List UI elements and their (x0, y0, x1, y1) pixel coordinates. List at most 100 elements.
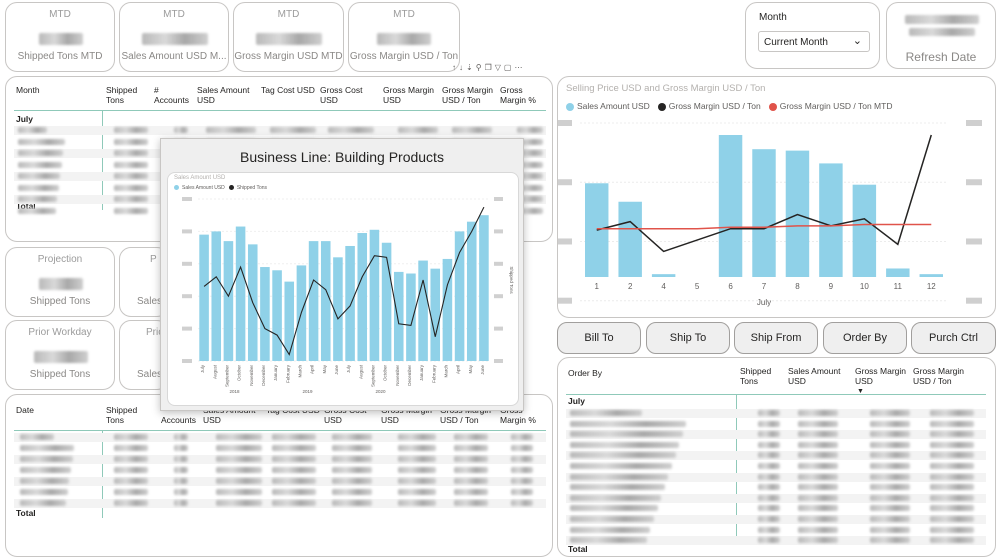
cell-value (114, 196, 148, 202)
ship-to-button[interactable]: Ship To (646, 322, 730, 354)
cell-value (517, 196, 543, 202)
y-axis-tick-label (182, 326, 192, 331)
col-header-order-by[interactable]: Order By (568, 368, 603, 378)
legend-label: Shipped Tons (236, 185, 268, 191)
col-header-sales-amount[interactable]: Sales Amount USD (197, 85, 250, 105)
row-label[interactable] (18, 184, 59, 191)
legend-item-sales[interactable]: Sales Amount USD (566, 101, 650, 111)
col-header-shipped-tons[interactable]: Shipped Tons (740, 366, 772, 386)
legend-item-gm-ton[interactable]: Gross Margin USD / Ton (657, 101, 761, 111)
more-options-icon[interactable]: ⋯ (514, 63, 526, 72)
cell-value (454, 478, 488, 484)
row-label[interactable] (18, 207, 56, 214)
focus-mode-icon[interactable]: ▢ (503, 63, 515, 72)
x-tick-label: January (419, 364, 424, 381)
expand-icon[interactable]: ⇣ (466, 63, 476, 72)
sort-descending-icon[interactable]: ▼ (857, 388, 864, 395)
cell-value (511, 478, 533, 484)
col-header-gross-margin[interactable]: Gross Margin USD (855, 366, 907, 386)
col-header-month[interactable]: Month (16, 85, 40, 95)
row-label[interactable] (570, 494, 662, 501)
col-header-shipped-tons[interactable]: Shipped Tons (106, 405, 138, 425)
col-header-gm-percent[interactable]: Gross Margin % (500, 85, 536, 105)
legend-item-gm-ton-mtd[interactable]: Gross Margin USD / Ton MTD (768, 101, 893, 111)
bar-sales (466, 221, 477, 361)
col-header-shipped-tons[interactable]: Shipped Tons (106, 85, 138, 105)
row-label[interactable] (18, 127, 47, 133)
ship-from-button[interactable]: Ship From (734, 322, 818, 354)
cell-value (398, 489, 436, 495)
cell-value (272, 445, 316, 451)
cell-value (517, 161, 543, 168)
col-header-accounts[interactable]: Accounts (161, 415, 196, 425)
row-label[interactable] (18, 173, 61, 179)
col-header-gm-per-ton[interactable]: Gross Margin USD / Ton (913, 366, 965, 386)
cell-value (398, 456, 436, 462)
cell-value (758, 473, 780, 480)
cell-value (798, 537, 838, 544)
col-header-gm-per-ton[interactable]: Gross Margin USD / Ton (442, 85, 494, 105)
row-label[interactable] (18, 150, 64, 156)
row-label[interactable] (570, 452, 676, 459)
drill-down-icon[interactable]: ↓ (459, 63, 466, 72)
row-label[interactable] (570, 420, 687, 427)
bill-to-button[interactable]: Bill To (557, 322, 641, 354)
cell-value (174, 127, 188, 133)
cell-value (454, 500, 488, 506)
row-label[interactable] (570, 473, 669, 480)
bar-sales-9 (819, 163, 843, 277)
row-label[interactable] (20, 456, 73, 462)
order-by-button[interactable]: Order By (823, 322, 907, 354)
x-tick-label-5: 5 (695, 282, 700, 291)
legend-swatch-sales (174, 185, 179, 191)
row-label-july[interactable]: July (16, 114, 34, 124)
row-label-july[interactable]: July (568, 396, 586, 406)
row-label[interactable] (18, 138, 65, 145)
y-axis-tick-label (558, 120, 572, 126)
x-tick-label: August (358, 364, 363, 379)
month-dropdown[interactable]: Current Month ⌄ (758, 31, 870, 52)
pin-icon[interactable]: ⚲ (475, 63, 485, 72)
kpi-card-prior-workday: Prior Workday Shipped Tons (5, 320, 115, 390)
refresh-date-card: Refresh Date (886, 2, 996, 69)
drill-up-icon[interactable]: ↑ (452, 63, 459, 72)
col-header-gross-margin[interactable]: Gross Margin USD (383, 85, 435, 105)
y-axis-tick-label (558, 238, 572, 245)
row-label[interactable] (570, 537, 647, 544)
cell-value (758, 494, 780, 501)
row-label[interactable] (570, 431, 683, 438)
row-label[interactable] (570, 505, 658, 512)
row-label[interactable] (570, 410, 642, 416)
x-tick-label: December (407, 365, 412, 386)
purch-ctrl-button[interactable]: Purch Ctrl (911, 322, 996, 354)
y-axis-tick-label (182, 359, 192, 363)
row-label[interactable] (18, 196, 58, 202)
row-label[interactable] (20, 489, 68, 495)
col-header-gross-cost[interactable]: Gross Cost USD (320, 85, 363, 105)
row-label[interactable] (570, 516, 654, 522)
row-label[interactable] (20, 434, 54, 440)
copy-icon[interactable]: ❐ (484, 63, 495, 72)
row-label[interactable] (20, 445, 75, 451)
legend-swatch-sales (566, 102, 574, 111)
row-label[interactable] (18, 161, 62, 168)
cell-value (114, 478, 148, 484)
row-label[interactable] (20, 467, 71, 473)
row-label[interactable] (570, 484, 665, 491)
chart-title: Selling Price USD and Gross Margin USD /… (566, 83, 766, 94)
row-label[interactable] (570, 441, 680, 448)
col-header-tag-cost[interactable]: Tag Cost USD (261, 85, 315, 95)
filter-icon[interactable]: ▽ (494, 63, 504, 72)
row-label[interactable] (570, 526, 651, 533)
col-header-sales-amount[interactable]: Sales Amount USD (788, 366, 841, 386)
row-label[interactable] (20, 500, 66, 506)
y2-axis-tick-label (494, 229, 503, 234)
legend-label: Gross Margin USD / Ton MTD (779, 101, 893, 111)
row-label[interactable] (570, 463, 672, 469)
x-tick-label-7: 7 (762, 282, 767, 291)
row-label[interactable] (20, 478, 70, 484)
col-header-date[interactable]: Date (16, 405, 34, 415)
col-header-accounts[interactable]: # Accounts (154, 85, 189, 105)
y2-axis-tick-label (494, 261, 503, 266)
